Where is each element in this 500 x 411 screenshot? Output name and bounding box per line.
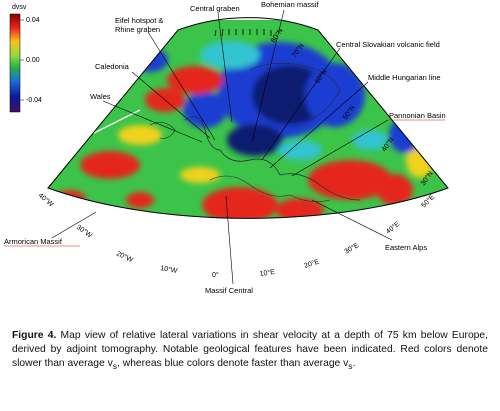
figure-caption: Figure 4. Map view of relative lateral v… (12, 329, 488, 374)
depth-label: 75 km (80, 208, 108, 219)
colorbar-tick-zero: 0.00 (26, 57, 40, 64)
label-pannonian-basin: Pannonian Basin (389, 111, 446, 120)
tomography-figure: dvsv 0.04 0.00 -0.04 (4, 0, 449, 295)
caption-text: Map view of relative lateral variations … (12, 330, 488, 370)
annotations: Central graben Bohemian massif Eifel hot… (4, 0, 446, 295)
label-caledonia: Caledonia (95, 62, 130, 71)
label-bohemian-massif: Bohemian massif (261, 0, 319, 9)
lon-20e: 20°E (303, 257, 320, 269)
anomaly-slow-atlantic (80, 151, 140, 179)
coastline (184, 116, 361, 201)
anomaly-slow-pannonian (308, 160, 392, 200)
lon-10e: 10°E (259, 268, 276, 278)
annotation-leaders (51, 9, 393, 285)
label-eifel-hotspot: Eifel hotspot & (115, 16, 163, 25)
label-central-graben: Central graben (190, 4, 240, 13)
lon-40e: 40°E (384, 220, 401, 236)
label-wales: Wales (90, 92, 111, 101)
caption-label: Figure 4. (12, 330, 57, 341)
caption-end: . (352, 358, 356, 370)
colorbar-title: dvsv (12, 4, 27, 11)
lon-0: 0° (212, 271, 219, 279)
map-frame (47, 17, 449, 219)
caption-subscript-1: s (112, 361, 118, 372)
colorbar-tick-min: -0.04 (26, 97, 42, 104)
lon-20w: 20°W (115, 250, 134, 265)
label-armorican-massif: Armorican Massif (4, 237, 63, 246)
caption-subscript-2: s (348, 361, 353, 372)
anomaly-slow-north-atlantic (167, 66, 223, 94)
label-rhine-graben: Rhine graben (115, 25, 160, 34)
colorbar-bar (9, 13, 21, 113)
lon-40w: 40°W (37, 191, 56, 208)
colorbar: dvsv 0.04 0.00 -0.04 (9, 4, 42, 113)
caption-text-2: , whereas blue colors denote faster than… (117, 358, 349, 370)
colorbar-tick-max: 0.04 (26, 17, 40, 24)
lon-10w: 10°W (160, 264, 179, 275)
anomaly-slow-western-med (202, 187, 278, 219)
label-massif-central: Massif Central (205, 286, 253, 295)
lon-30w: 30°W (75, 223, 94, 240)
label-eastern-alps: Eastern Alps (385, 243, 427, 252)
label-central-slovakian-volcanic-field: Central Slovakian volcanic field (336, 40, 440, 49)
label-middle-hungarian-line: Middle Hungarian line (368, 73, 441, 82)
lon-30e: 30°E (343, 241, 360, 256)
